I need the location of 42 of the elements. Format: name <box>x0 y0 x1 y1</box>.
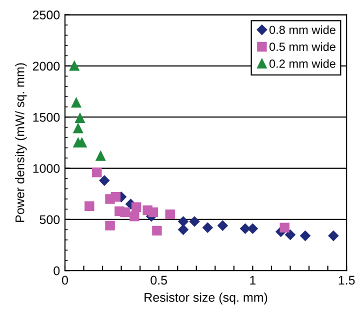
y-tick-label: 500 <box>40 215 60 224</box>
point <box>110 192 121 202</box>
point <box>71 98 82 108</box>
point <box>178 224 188 235</box>
point <box>240 224 250 234</box>
point <box>99 175 110 186</box>
x-tick-label: 0.5 <box>150 276 168 285</box>
point <box>75 113 85 123</box>
point <box>165 209 175 220</box>
point <box>73 123 83 134</box>
y-tick-label: 1500 <box>33 112 60 122</box>
point <box>105 220 115 230</box>
point <box>84 201 94 211</box>
legend-label: 0.5 mm wide <box>269 42 336 51</box>
point <box>280 222 290 232</box>
y-tick-label: 2000 <box>32 62 60 71</box>
point <box>300 230 310 241</box>
y-axis-title: Power density (mW/ sq. mm) <box>15 63 27 222</box>
point <box>92 167 102 178</box>
point <box>328 230 339 241</box>
point <box>202 222 213 233</box>
legend-label: 0.2 mm wide <box>269 59 336 68</box>
point <box>130 212 140 222</box>
point <box>248 224 258 234</box>
y-tick-label: 1000 <box>33 164 60 173</box>
x-tick-label: 1 <box>250 276 256 285</box>
y-tick-label: 2500 <box>32 10 60 20</box>
point <box>148 207 158 218</box>
point <box>218 220 228 231</box>
point <box>152 226 162 236</box>
x-tick-label: 1.5 <box>338 276 355 285</box>
point <box>131 202 142 212</box>
point <box>120 207 130 218</box>
y-tick-label: 0 <box>54 266 60 276</box>
point <box>96 151 106 161</box>
legend-label: 0.8 mm wide <box>269 25 336 34</box>
point <box>285 230 296 240</box>
point <box>189 216 200 227</box>
x-axis-title: Resistor size (sq. mm) <box>144 292 268 304</box>
point <box>178 216 188 227</box>
x-tick-label: 0 <box>62 276 68 285</box>
point <box>70 61 80 71</box>
